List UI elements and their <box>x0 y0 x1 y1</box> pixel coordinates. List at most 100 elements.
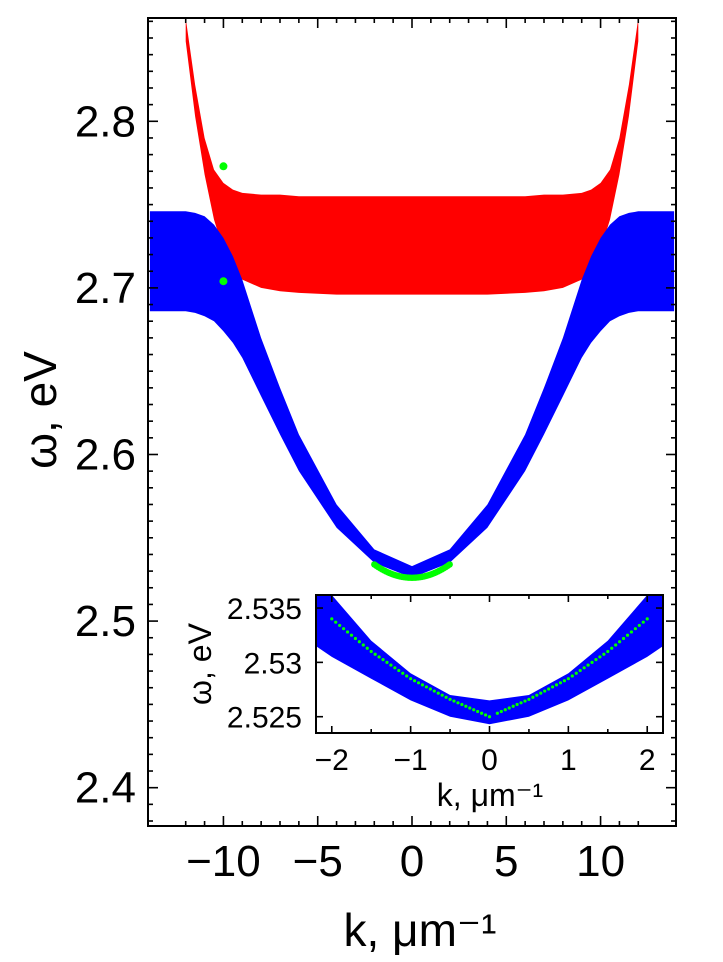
inset-point <box>401 671 405 675</box>
inset-point <box>389 663 393 667</box>
inset-point <box>452 699 456 703</box>
inset-point <box>405 674 409 678</box>
markers <box>219 162 228 286</box>
inset-x-tick-label: 0 <box>481 744 498 777</box>
inset-point <box>424 685 429 689</box>
marker-point <box>219 162 228 171</box>
inset-point <box>397 668 401 673</box>
inset-points <box>330 617 649 719</box>
inset-point <box>495 711 499 715</box>
main-x-tick-labels: −10 −5 0 5 10 <box>186 837 625 886</box>
inset-x-axis-title: k, μm⁻¹ <box>437 777 543 813</box>
x-tick-label: 5 <box>494 837 518 886</box>
inset-point <box>574 671 578 675</box>
inset-point <box>369 649 373 654</box>
inset-x-tick-label: 1 <box>560 744 577 777</box>
inset-y-axis-title: ω, eV <box>182 622 218 705</box>
inset-point <box>342 627 346 631</box>
inset-point <box>606 649 610 654</box>
inset-point <box>614 643 618 647</box>
inset-point <box>440 693 444 697</box>
inset-point <box>448 697 452 701</box>
inset-point <box>645 617 649 621</box>
x-tick-label: −10 <box>186 837 261 886</box>
inset-point <box>523 699 527 703</box>
inset-point <box>570 674 574 678</box>
inset-point <box>377 655 381 659</box>
inset-point <box>503 708 507 712</box>
inset-x-tick-label: −1 <box>394 744 428 777</box>
marker-arc-point <box>446 561 453 568</box>
inset-point <box>476 709 480 714</box>
inset-point <box>381 658 385 662</box>
inset-point <box>558 681 563 685</box>
marker-arc <box>371 561 453 581</box>
inset-point <box>480 711 484 715</box>
inset-point <box>361 643 365 647</box>
upper-band-area <box>185 18 639 295</box>
main-x-axis-title: k, μm⁻¹ <box>344 904 497 956</box>
inset-point <box>420 683 425 687</box>
inset-point <box>365 646 369 650</box>
inset-ticks <box>316 595 663 733</box>
inset-point <box>444 695 448 699</box>
inset-point <box>409 677 413 681</box>
inset-point <box>578 668 582 673</box>
inset-point <box>464 704 468 708</box>
inset-point <box>468 706 472 710</box>
inset-point <box>416 681 421 685</box>
inset-point <box>594 658 598 662</box>
y-tick-label: 2.8 <box>75 97 136 146</box>
inset-point <box>554 683 559 687</box>
inset-point <box>483 713 488 717</box>
inset-point <box>629 630 634 634</box>
inset-point <box>456 701 460 705</box>
inset-y-tick-label: 2.53 <box>244 647 302 680</box>
inset-point <box>618 640 622 644</box>
main-ticks <box>148 18 676 826</box>
inset-x-tick-label: −2 <box>315 744 349 777</box>
inset-point <box>539 691 543 695</box>
inset-point <box>373 652 377 656</box>
lower-band-area <box>149 211 675 578</box>
y-tick-label: 2.7 <box>75 264 136 313</box>
inset-x-tick-label: 2 <box>639 744 656 777</box>
inset-point <box>385 660 389 664</box>
inset-point <box>412 679 417 683</box>
inset-point <box>357 640 361 644</box>
inset-point <box>349 633 354 637</box>
inset-point <box>625 633 630 637</box>
inset-point <box>338 623 342 628</box>
inset-point <box>527 697 531 701</box>
inset-point <box>586 663 590 667</box>
x-tick-label: −5 <box>293 837 343 886</box>
inset-plot: −2 −1 0 1 2 2.525 2.53 2.535 k, μm⁻¹ ω, eV <box>182 593 664 813</box>
inset-point <box>507 706 511 710</box>
inset-point <box>428 687 432 691</box>
x-tick-label: 10 <box>576 837 625 886</box>
inset-point <box>562 679 567 683</box>
inset-point <box>334 620 338 624</box>
inset-band-area <box>316 595 663 725</box>
main-plot: −10 −5 0 5 10 2.42.52.62.72.8 k, μm⁻¹ ω, eV <box>14 17 677 956</box>
inset-point <box>602 652 606 656</box>
inset-point <box>499 709 503 714</box>
inset-point <box>598 655 602 659</box>
inset-point <box>330 617 334 621</box>
inset-x-tick-labels: −2 −1 0 1 2 <box>315 744 656 777</box>
inset-point <box>393 666 397 670</box>
inset-y-tick-label: 2.525 <box>227 702 302 735</box>
inset-point <box>353 636 358 641</box>
inset-point <box>610 646 614 650</box>
inset-point <box>633 627 637 631</box>
inset-y-tick-labels: 2.525 2.53 2.535 <box>227 593 302 735</box>
x-tick-label: 0 <box>400 837 424 886</box>
inset-point <box>345 630 350 634</box>
inset-point <box>515 702 519 707</box>
inset-y-tick-label: 2.535 <box>227 593 302 626</box>
inset-point <box>432 689 436 693</box>
y-tick-label: 2.4 <box>75 764 136 813</box>
inset-point <box>566 677 570 681</box>
inset-point <box>621 636 626 641</box>
